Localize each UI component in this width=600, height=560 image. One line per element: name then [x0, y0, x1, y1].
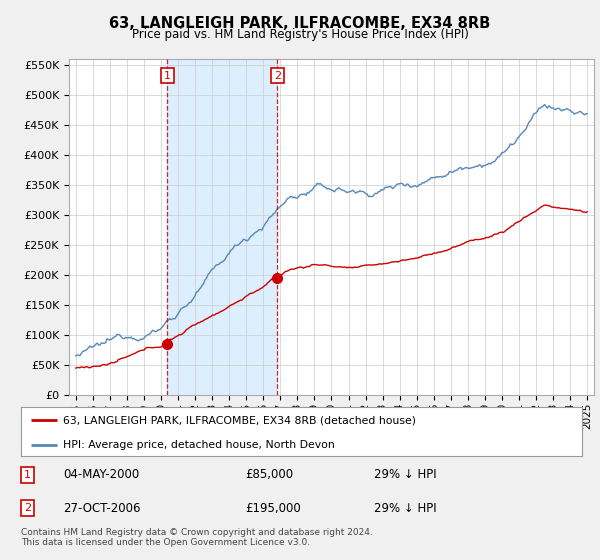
Text: 2: 2 — [274, 71, 281, 81]
Text: Contains HM Land Registry data © Crown copyright and database right 2024.
This d: Contains HM Land Registry data © Crown c… — [21, 528, 373, 547]
Text: 63, LANGLEIGH PARK, ILFRACOMBE, EX34 8RB (detached house): 63, LANGLEIGH PARK, ILFRACOMBE, EX34 8RB… — [63, 416, 416, 426]
Text: HPI: Average price, detached house, North Devon: HPI: Average price, detached house, Nort… — [63, 440, 335, 450]
Text: Price paid vs. HM Land Registry's House Price Index (HPI): Price paid vs. HM Land Registry's House … — [131, 28, 469, 41]
Text: 29% ↓ HPI: 29% ↓ HPI — [374, 468, 437, 481]
Text: £85,000: £85,000 — [245, 468, 293, 481]
Text: £195,000: £195,000 — [245, 502, 301, 515]
Text: 1: 1 — [164, 71, 171, 81]
Text: 27-OCT-2006: 27-OCT-2006 — [63, 502, 140, 515]
Text: 1: 1 — [24, 470, 31, 480]
Text: 04-MAY-2000: 04-MAY-2000 — [63, 468, 139, 481]
Text: 29% ↓ HPI: 29% ↓ HPI — [374, 502, 437, 515]
Text: 63, LANGLEIGH PARK, ILFRACOMBE, EX34 8RB: 63, LANGLEIGH PARK, ILFRACOMBE, EX34 8RB — [109, 16, 491, 31]
Bar — [167, 59, 277, 395]
Text: 2: 2 — [24, 503, 31, 513]
